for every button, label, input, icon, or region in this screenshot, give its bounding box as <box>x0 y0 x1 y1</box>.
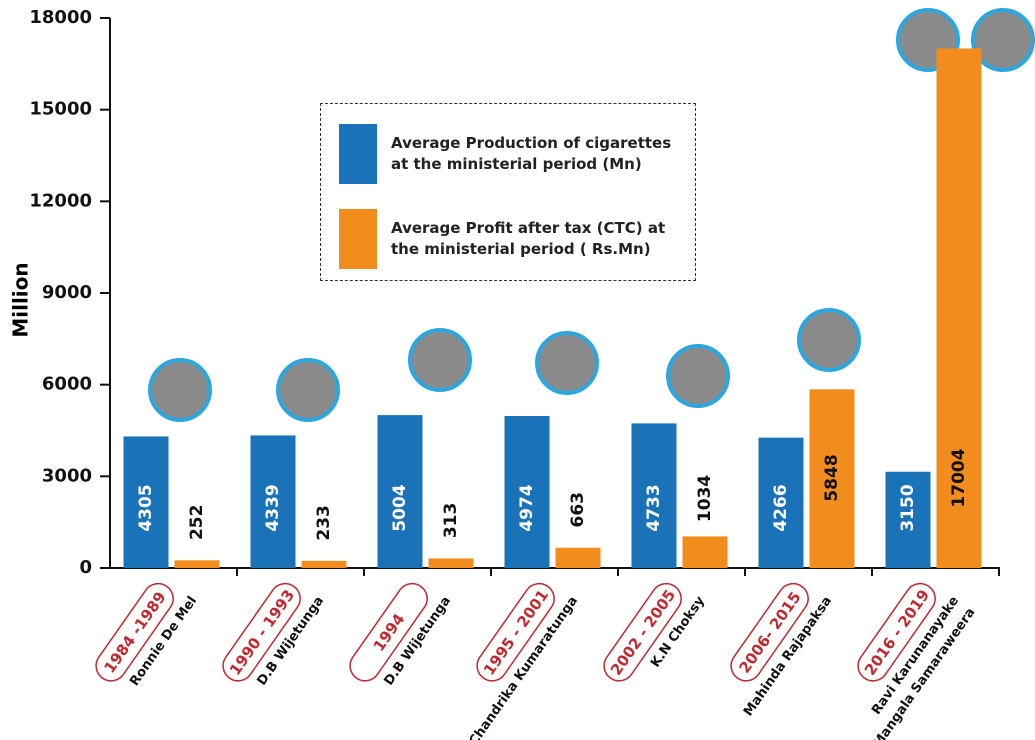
y-tick-label: 12000 <box>29 190 92 211</box>
photo <box>148 358 212 422</box>
period-oval <box>95 582 174 682</box>
bar <box>758 437 804 568</box>
y-tick-label: 15000 <box>29 99 92 120</box>
photo <box>971 8 1035 72</box>
y-tick-label: 6000 <box>42 374 92 395</box>
data-label: 663 <box>568 492 588 528</box>
y-tick-label: 9000 <box>42 282 92 303</box>
bar <box>301 560 347 568</box>
y-tick-label: 3000 <box>42 465 92 486</box>
period-oval <box>476 582 555 682</box>
y-tick-label: 18000 <box>29 7 92 28</box>
bar <box>936 48 982 568</box>
period-label: 1984 -1989 <box>100 588 169 676</box>
bar <box>809 389 855 568</box>
bar <box>174 560 220 568</box>
data-label: 4339 <box>263 484 283 531</box>
legend-label: Average Production of cigarettes at the … <box>391 134 672 173</box>
period-oval <box>222 582 301 682</box>
bar <box>631 423 677 568</box>
period-oval <box>349 582 428 682</box>
photo <box>666 344 730 408</box>
bar <box>123 436 169 568</box>
bar <box>885 471 931 568</box>
y-axis-label: Million <box>9 262 33 337</box>
data-label: 233 <box>314 505 334 541</box>
period-label: 2006- 2015 <box>735 588 804 676</box>
bar <box>504 416 550 568</box>
bar <box>250 435 296 568</box>
legend: Average Production of cigarettes at the … <box>320 103 696 281</box>
photo <box>276 358 340 422</box>
data-label: 5848 <box>822 454 842 501</box>
data-label: 313 <box>441 503 461 539</box>
period-oval <box>730 582 809 682</box>
data-label: 3150 <box>898 484 918 531</box>
data-label: 5004 <box>390 484 410 531</box>
data-label: 252 <box>187 505 207 541</box>
data-label: 4974 <box>517 484 537 531</box>
data-label: 4305 <box>136 484 156 531</box>
period-oval <box>857 582 936 682</box>
y-tick-label: 0 <box>79 557 92 578</box>
data-label: 4733 <box>644 484 664 531</box>
data-label: 4266 <box>771 484 791 531</box>
bar <box>428 558 474 568</box>
photo <box>797 308 861 372</box>
period-oval <box>603 582 682 682</box>
photo <box>535 331 599 395</box>
legend-item: Average Profit after tax (CTC) at the mi… <box>339 209 681 269</box>
photos <box>148 8 1035 422</box>
data-label: 1034 <box>695 475 715 522</box>
photo <box>408 328 472 392</box>
bar <box>377 415 423 568</box>
legend-swatch <box>339 124 377 184</box>
legend-label: Average Profit after tax (CTC) at the mi… <box>391 219 666 258</box>
bar <box>682 536 728 568</box>
bar <box>555 547 601 568</box>
data-label: 17004 <box>949 448 969 507</box>
legend-item: Average Production of cigarettes at the … <box>339 124 681 184</box>
legend-swatch <box>339 209 377 269</box>
